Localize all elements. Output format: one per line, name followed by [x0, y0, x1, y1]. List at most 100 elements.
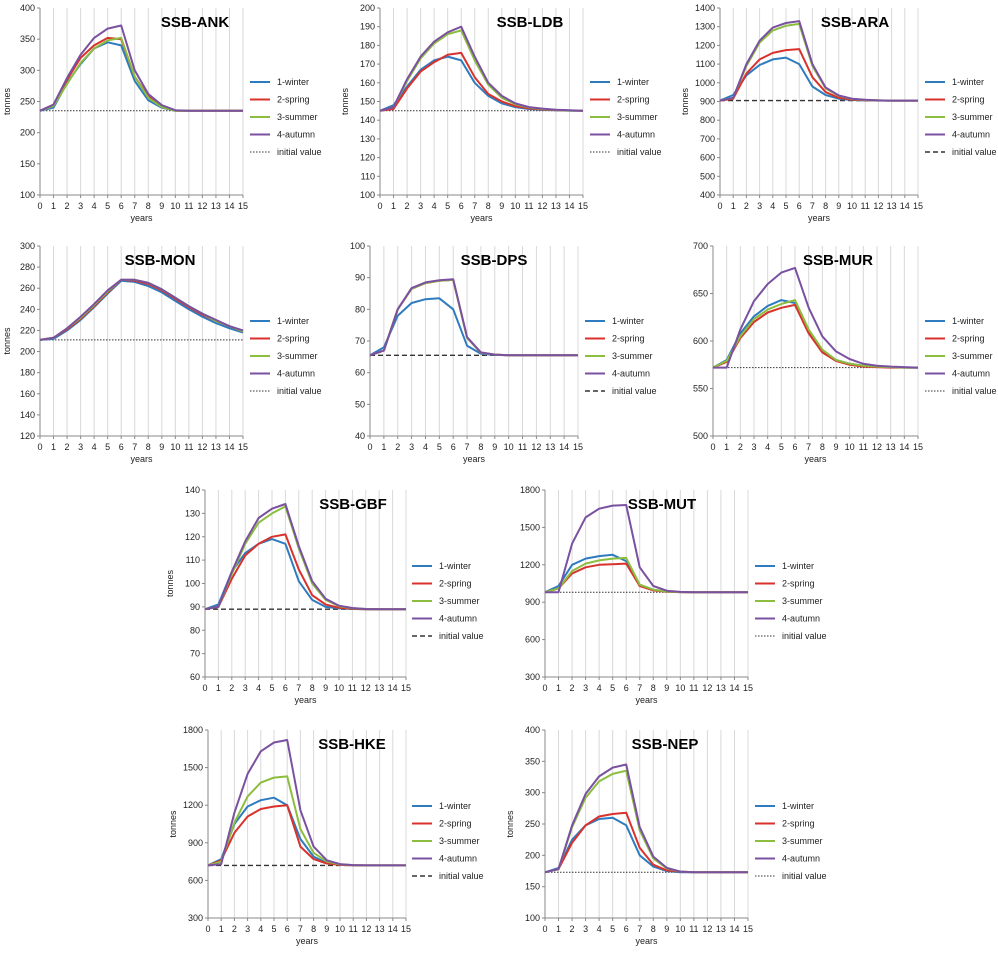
y-tick-label: 100	[525, 913, 540, 923]
x-tick-label: 2	[738, 442, 743, 452]
y-tick-label: 700	[693, 241, 708, 251]
x-tick-label: 9	[664, 683, 669, 693]
y-tick-label: 100	[350, 241, 365, 251]
y-axis-label: tonnes	[165, 569, 175, 597]
x-tick-label: 7	[806, 442, 811, 452]
legend-label-2-spring: 2-spring	[612, 334, 645, 344]
x-tick-label: 15	[238, 442, 248, 452]
x-tick-label: 2	[232, 924, 237, 934]
y-tick-label: 1100	[696, 59, 715, 69]
legend-label-1-winter: 1-winter	[612, 316, 644, 326]
y-axis-label: tonnes	[505, 810, 515, 838]
x-tick-label: 5	[779, 442, 784, 452]
x-tick-label: 11	[524, 201, 533, 211]
series-line-3-summer	[39, 278, 244, 341]
series-line-4-autumn	[379, 25, 584, 112]
x-tick-label: 1	[556, 924, 561, 934]
x-tick-label: 6	[624, 683, 629, 693]
y-tick-label: 80	[190, 625, 200, 635]
y-tick-label: 1800	[183, 725, 203, 735]
y-tick-label: 300	[525, 672, 540, 682]
y-tick-label: 160	[20, 389, 35, 399]
y-tick-label: 110	[361, 171, 375, 181]
x-tick-label: 10	[847, 201, 857, 211]
x-tick-label: 13	[551, 201, 561, 211]
x-tick-label: 15	[743, 924, 753, 934]
x-tick-label: 1	[216, 683, 221, 693]
y-tick-label: 1200	[520, 560, 540, 570]
x-tick-label: 1	[731, 201, 736, 211]
x-tick-label: 4	[765, 442, 770, 452]
x-tick-label: 6	[459, 201, 464, 211]
x-tick-label: 12	[531, 442, 541, 452]
legend-label-initial-value: initial value	[782, 871, 827, 881]
x-tick-label: 5	[610, 924, 615, 934]
x-tick-label: 4	[258, 924, 263, 934]
series-line-2-spring	[712, 303, 918, 369]
y-axis-label: tonnes	[2, 87, 12, 115]
x-tick-label: 0	[377, 201, 382, 211]
x-tick-label: 15	[578, 201, 588, 211]
x-tick-label: 1	[724, 442, 729, 452]
y-axis-label: tonnes	[340, 87, 350, 115]
x-tick-label: 4	[256, 683, 261, 693]
series-line-2-spring	[39, 278, 244, 341]
legend-label-initial-value: initial value	[439, 871, 484, 881]
legend-label-2-spring: 2-spring	[277, 334, 310, 344]
x-axis-label: years	[463, 454, 486, 464]
x-tick-label: 13	[211, 201, 221, 211]
legend-label-2-spring: 2-spring	[782, 579, 815, 589]
y-tick-label: 900	[525, 597, 540, 607]
y-tick-label: 550	[693, 384, 708, 394]
y-tick-label: 220	[20, 325, 35, 335]
legend-label-3-summer: 3-summer	[952, 351, 993, 361]
y-axis-label: tonnes	[2, 327, 12, 355]
x-tick-label: 1	[51, 201, 56, 211]
x-tick-label: 3	[78, 442, 83, 452]
x-tick-label: 8	[823, 201, 828, 211]
x-tick-label: 7	[298, 924, 303, 934]
x-tick-label: 11	[689, 683, 698, 693]
y-tick-label: 80	[355, 304, 365, 314]
legend-label-4-autumn: 4-autumn	[952, 130, 990, 140]
y-tick-label: 300	[20, 241, 35, 251]
legend-label-initial-value: initial value	[277, 386, 322, 396]
legend-label-1-winter: 1-winter	[782, 561, 814, 571]
x-tick-label: 14	[388, 924, 398, 934]
x-tick-label: 7	[132, 201, 137, 211]
series-line-4-autumn	[544, 763, 748, 874]
y-tick-label: 200	[20, 347, 35, 357]
x-tick-label: 0	[205, 924, 210, 934]
y-tick-label: 100	[185, 579, 200, 589]
x-tick-label: 5	[445, 201, 450, 211]
x-tick-label: 7	[296, 683, 301, 693]
y-tick-label: 600	[693, 336, 708, 346]
x-tick-label: 11	[689, 924, 698, 934]
chart-title: SSB-NEP	[632, 736, 699, 753]
y-tick-label: 900	[700, 97, 715, 107]
x-tick-label: 0	[717, 201, 722, 211]
y-tick-label: 1500	[183, 763, 203, 773]
x-tick-label: 12	[361, 683, 371, 693]
chart-title: SSB-DPS	[461, 252, 528, 269]
x-tick-label: 10	[170, 442, 180, 452]
x-axis-label: years	[635, 695, 658, 705]
x-tick-label: 5	[105, 442, 110, 452]
x-tick-label: 14	[224, 201, 234, 211]
x-tick-label: 2	[229, 683, 234, 693]
x-tick-label: 13	[716, 683, 726, 693]
series-line-1-winter	[207, 796, 406, 867]
x-axis-label: years	[296, 936, 319, 946]
legend-label-3-summer: 3-summer	[612, 351, 653, 361]
y-tick-label: 1200	[183, 800, 203, 810]
x-tick-label: 3	[409, 442, 414, 452]
x-tick-label: 13	[211, 442, 221, 452]
legend-label-3-summer: 3-summer	[617, 112, 658, 122]
x-tick-label: 15	[913, 201, 923, 211]
y-tick-label: 250	[525, 819, 540, 829]
x-tick-label: 8	[478, 442, 483, 452]
x-tick-label: 6	[285, 924, 290, 934]
